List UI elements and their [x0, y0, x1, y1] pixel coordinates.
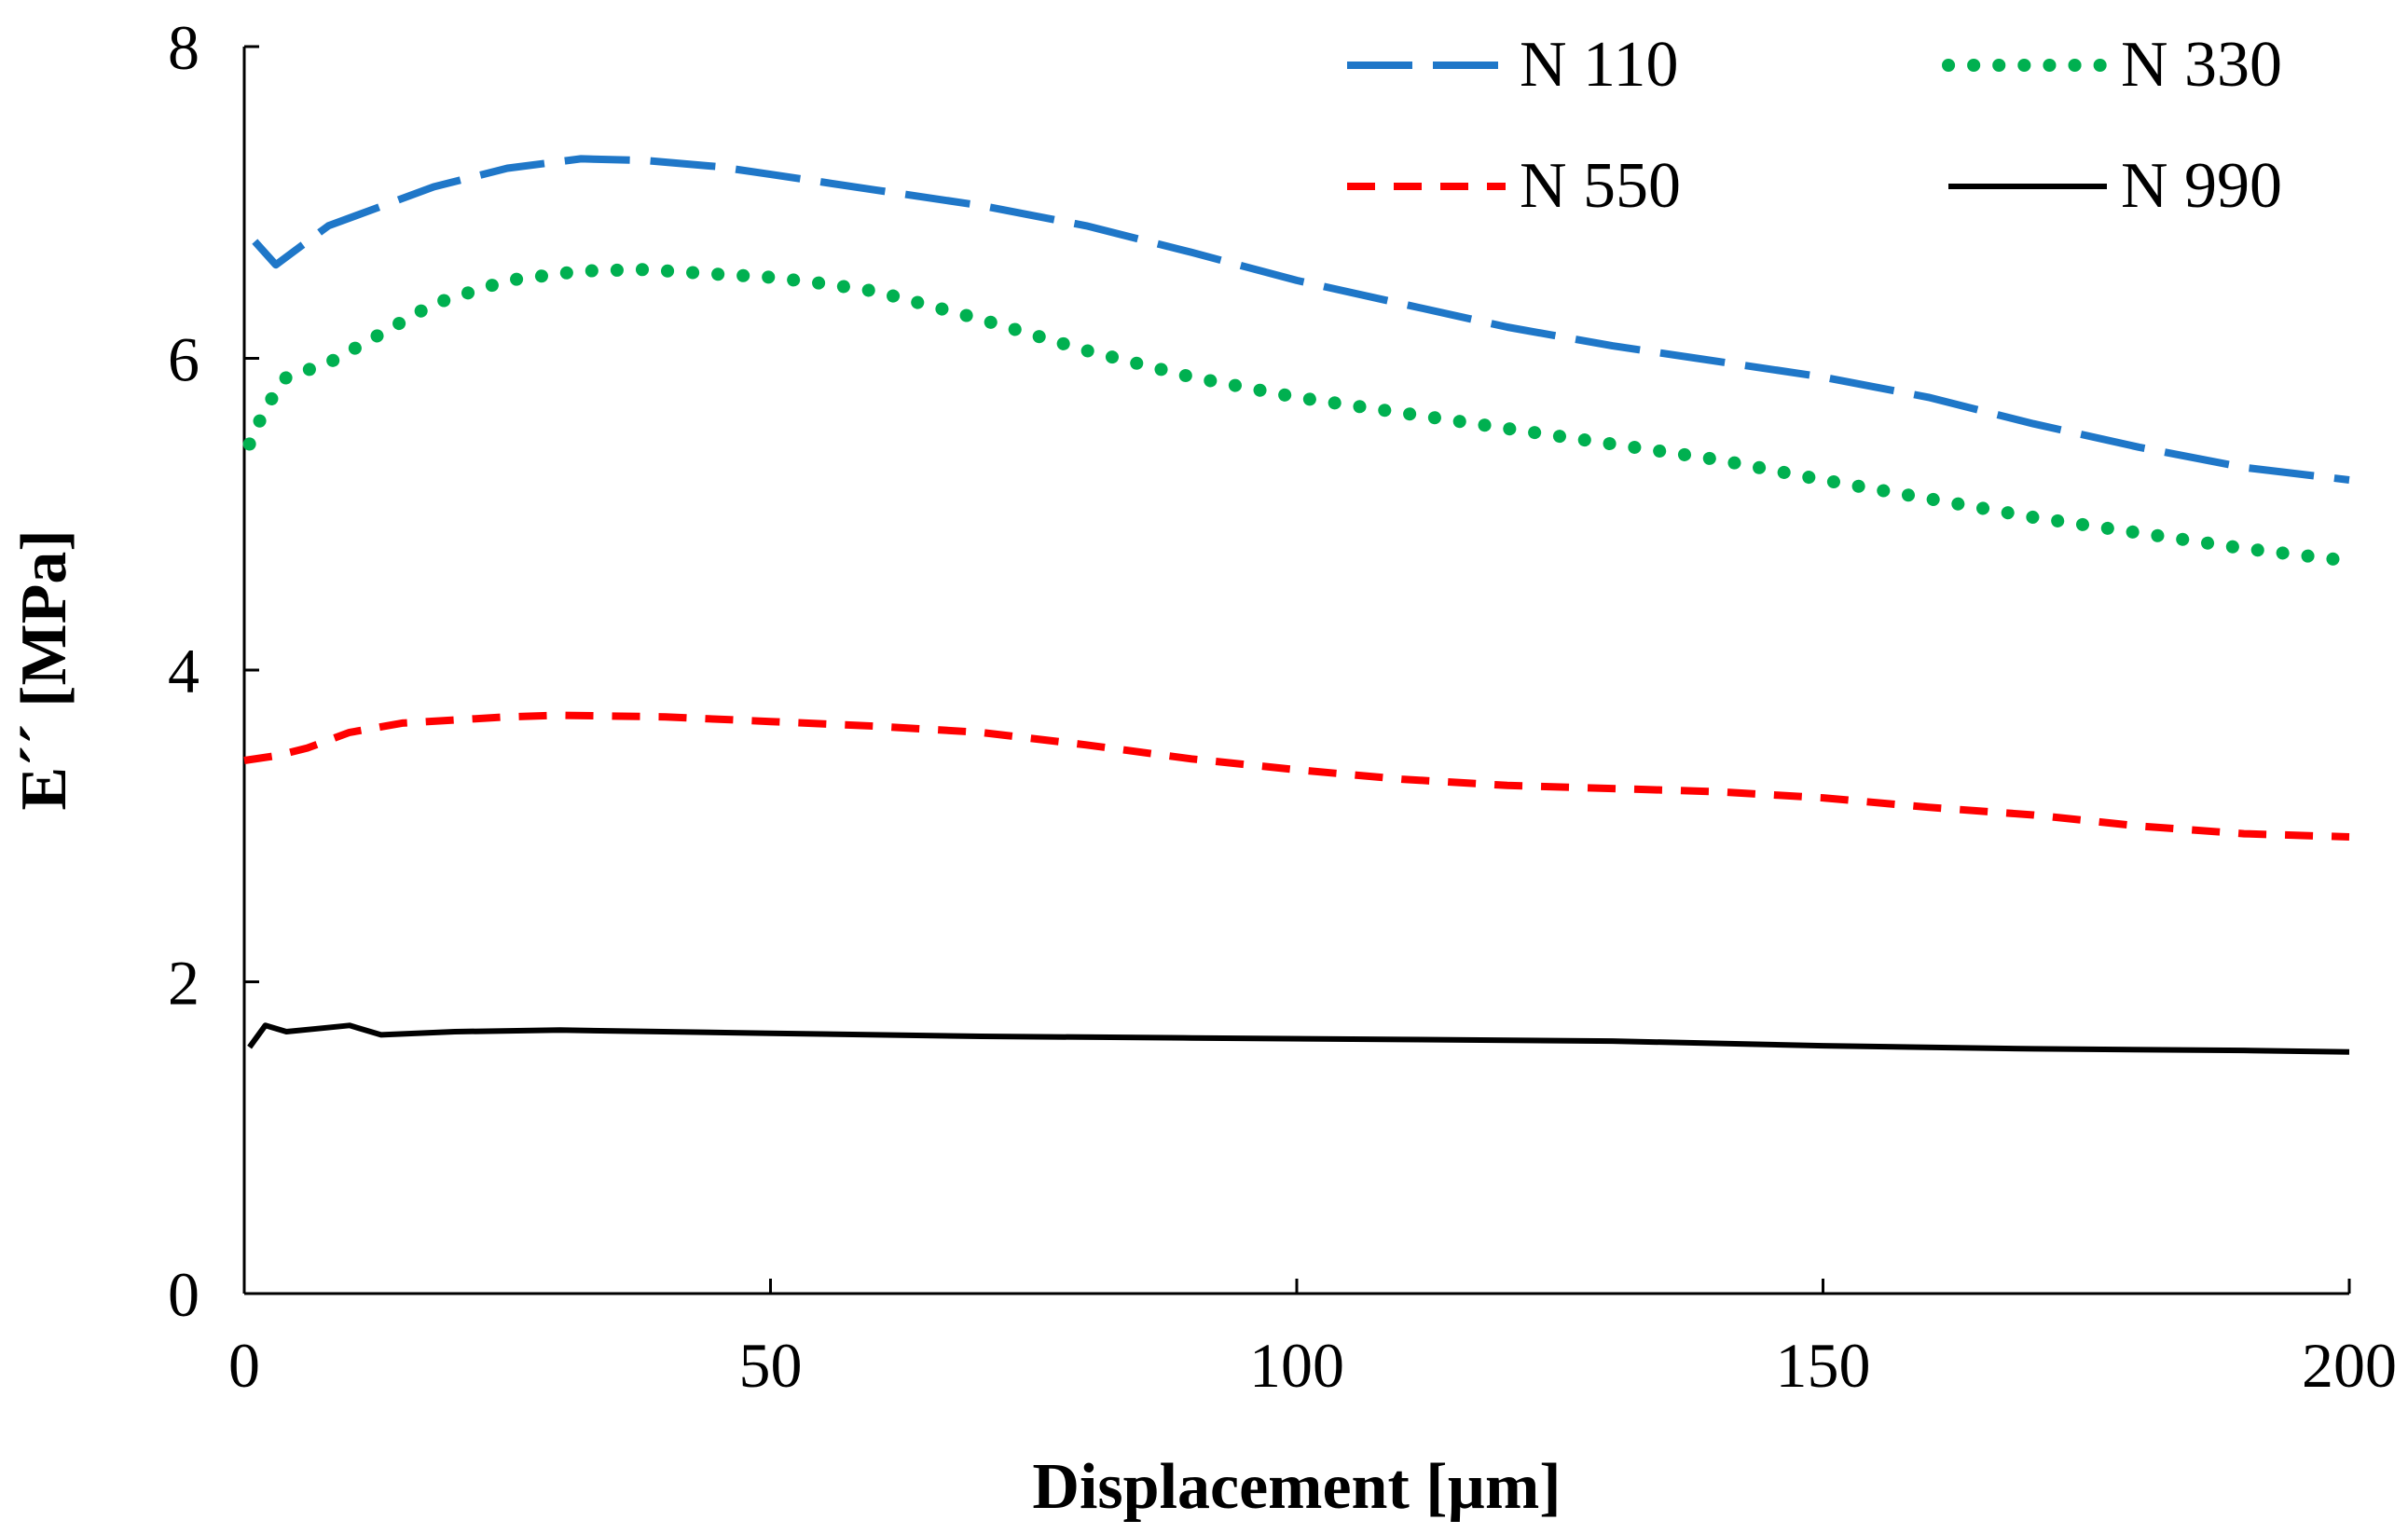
y-tick-label: 0 — [168, 1259, 200, 1330]
y-axis-title: E´´ [MPa] — [8, 529, 80, 810]
legend-label-n-990: N 990 — [2121, 150, 2282, 222]
y-tick-label: 8 — [168, 12, 200, 83]
y-tick-label: 4 — [168, 636, 200, 706]
y-tick-label: 6 — [168, 324, 200, 395]
y-tick-label: 2 — [168, 948, 200, 1019]
x-tick-label: 200 — [2302, 1330, 2397, 1401]
axis-titles: Displacement [µm] E´´ [MPa] — [8, 529, 1562, 1523]
ticks: 0 50 100 150 200 0 2 4 6 8 — [168, 12, 2397, 1401]
x-axis-title: Displacement [µm] — [1032, 1451, 1561, 1523]
legend-label-n-550: N 550 — [1520, 150, 1681, 222]
legend-label-n-330: N 330 — [2121, 29, 2282, 101]
series-lines — [242, 155, 2356, 1055]
series-line-n-990 — [247, 1022, 2350, 1055]
series-line-n-550 — [243, 711, 2350, 841]
x-tick-label: 150 — [1776, 1330, 1871, 1401]
x-tick-label: 100 — [1249, 1330, 1344, 1401]
legend: N 110 N 330 N 550 N 990 — [1347, 29, 2282, 222]
axes — [242, 47, 2349, 1295]
series-line-n-330 — [242, 263, 2356, 568]
x-tick-label: 0 — [228, 1330, 260, 1401]
legend-label-n-110: N 110 — [1520, 29, 1678, 101]
series-line-n-110 — [252, 155, 2350, 484]
x-tick-label: 50 — [739, 1330, 803, 1401]
